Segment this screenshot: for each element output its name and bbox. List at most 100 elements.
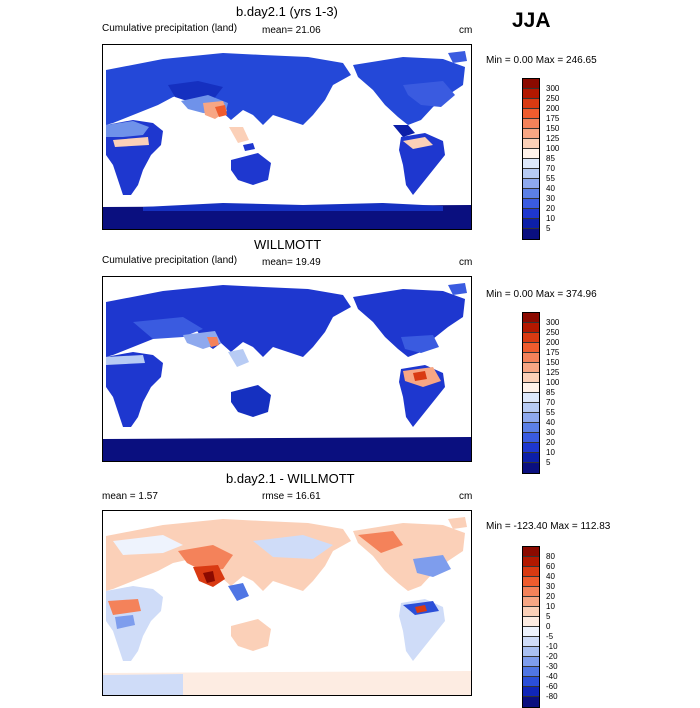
colorbar-segment: [523, 393, 539, 403]
colorbar-segment: [523, 323, 539, 333]
colorbar-segment: [523, 169, 539, 179]
colorbar-tick-label: 175: [546, 348, 560, 357]
colorbar-segment: [523, 363, 539, 373]
panel2-map: [102, 276, 472, 462]
panel3-rmse: rmse = 16.61: [262, 491, 321, 502]
colorbar-segment: [523, 547, 539, 557]
colorbar-segment: [523, 687, 539, 697]
colorbar-segment: [523, 159, 539, 169]
panel1-unit: cm: [459, 25, 473, 36]
panel1-minmax: Min = 0.00 Max = 246.65: [486, 55, 597, 66]
colorbar-segment: [523, 413, 539, 423]
colorbar-segment: [523, 343, 539, 353]
colorbar-segment: [523, 597, 539, 607]
colorbar-segment: [523, 627, 539, 637]
colorbar-tick-label: 80: [546, 552, 555, 561]
colorbar-segment: [523, 607, 539, 617]
colorbar-tick-label: 40: [546, 418, 555, 427]
colorbar-segment: [523, 557, 539, 567]
colorbar-segment: [523, 677, 539, 687]
colorbar-segment: [523, 373, 539, 383]
colorbar-tick-label: 10: [546, 448, 555, 457]
colorbar-segment: [523, 109, 539, 119]
colorbar-segment: [523, 189, 539, 199]
colorbar-tick-label: 20: [546, 438, 555, 447]
panel2-minmax: Min = 0.00 Max = 374.96: [486, 289, 597, 300]
colorbar-segment: [523, 229, 539, 239]
colorbar-tick-label: 175: [546, 114, 560, 123]
colorbar-segment: [523, 99, 539, 109]
panel2-unit: cm: [459, 257, 473, 268]
panel1-colorbar: [522, 78, 540, 240]
panel1-mean: mean= 21.06: [262, 25, 321, 36]
panel3-minmax: Min = -123.40 Max = 112.83: [486, 521, 611, 532]
colorbar-tick-label: -10: [546, 642, 558, 651]
colorbar-tick-label: 60: [546, 562, 555, 571]
colorbar-tick-label: 150: [546, 358, 560, 367]
colorbar-tick-label: -30: [546, 662, 558, 671]
colorbar-segment: [523, 443, 539, 453]
colorbar-segment: [523, 139, 539, 149]
colorbar-tick-label: 30: [546, 582, 555, 591]
colorbar-tick-label: 85: [546, 154, 555, 163]
colorbar-segment: [523, 667, 539, 677]
colorbar-segment: [523, 637, 539, 647]
colorbar-tick-label: 5: [546, 224, 551, 233]
colorbar-tick-label: 200: [546, 338, 560, 347]
colorbar-tick-label: 150: [546, 124, 560, 133]
colorbar-segment: [523, 179, 539, 189]
panel3-map: [102, 510, 472, 696]
colorbar-tick-label: 200: [546, 104, 560, 113]
colorbar-tick-label: 0: [546, 622, 551, 631]
colorbar-tick-label: 100: [546, 144, 560, 153]
colorbar-tick-label: 5: [546, 458, 551, 467]
colorbar-segment: [523, 617, 539, 627]
colorbar-segment: [523, 697, 539, 707]
colorbar-segment: [523, 657, 539, 667]
colorbar-segment: [523, 647, 539, 657]
colorbar-tick-label: 30: [546, 194, 555, 203]
season-label: JJA: [512, 9, 551, 32]
colorbar-tick-label: 250: [546, 94, 560, 103]
colorbar-tick-label: -80: [546, 692, 558, 701]
colorbar-segment: [523, 433, 539, 443]
colorbar-segment: [523, 149, 539, 159]
colorbar-tick-label: 10: [546, 602, 555, 611]
colorbar-tick-label: 30: [546, 428, 555, 437]
colorbar-segment: [523, 333, 539, 343]
colorbar-tick-label: 70: [546, 398, 555, 407]
colorbar-segment: [523, 587, 539, 597]
colorbar-tick-label: -5: [546, 632, 554, 641]
colorbar-segment: [523, 119, 539, 129]
colorbar-tick-label: 250: [546, 328, 560, 337]
panel2-colorbar: [522, 312, 540, 474]
colorbar-tick-label: 55: [546, 174, 555, 183]
colorbar-tick-label: 125: [546, 368, 560, 377]
colorbar-tick-label: 20: [546, 204, 555, 213]
panel3-colorbar: [522, 546, 540, 708]
colorbar-tick-label: 85: [546, 388, 555, 397]
colorbar-segment: [523, 567, 539, 577]
panel3-mean: mean = 1.57: [102, 491, 158, 502]
colorbar-segment: [523, 79, 539, 89]
panel3-unit: cm: [459, 491, 473, 502]
colorbar-tick-label: -20: [546, 652, 558, 661]
colorbar-segment: [523, 313, 539, 323]
colorbar-segment: [523, 403, 539, 413]
colorbar-tick-label: 20: [546, 592, 555, 601]
colorbar-segment: [523, 383, 539, 393]
colorbar-segment: [523, 129, 539, 139]
colorbar-segment: [523, 453, 539, 463]
colorbar-segment: [523, 577, 539, 587]
colorbar-tick-label: -60: [546, 682, 558, 691]
colorbar-tick-label: 70: [546, 164, 555, 173]
panel2-left-label: Cumulative precipitation (land): [102, 255, 238, 266]
panel1-title: b.day2.1 (yrs 1-3): [236, 4, 338, 19]
colorbar-tick-label: -40: [546, 672, 558, 681]
panel2-mean: mean= 19.49: [262, 257, 321, 268]
colorbar-tick-label: 40: [546, 572, 555, 581]
colorbar-tick-label: 300: [546, 84, 560, 93]
colorbar-tick-label: 100: [546, 378, 560, 387]
colorbar-segment: [523, 199, 539, 209]
colorbar-tick-label: 125: [546, 134, 560, 143]
